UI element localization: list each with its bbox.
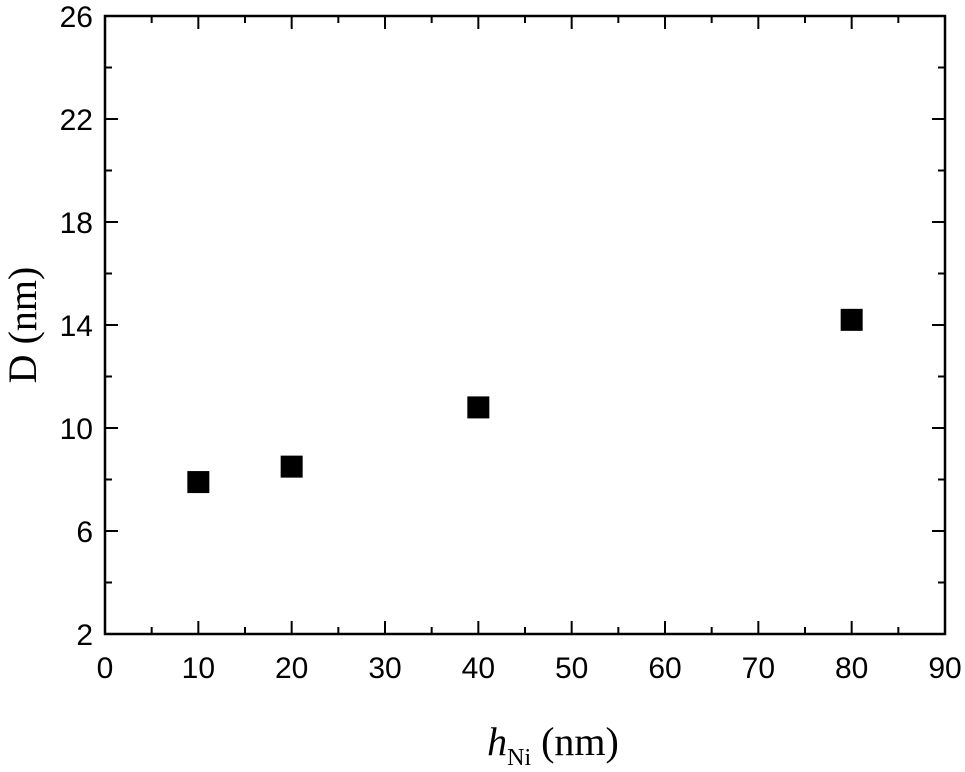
y-tick-label: 2 — [76, 619, 93, 652]
y-tick-label: 14 — [60, 310, 93, 343]
data-point-marker — [467, 396, 490, 419]
y-tick-label: 22 — [60, 104, 93, 137]
x-tick-label: 90 — [928, 652, 961, 685]
x-tick-label: 10 — [182, 652, 215, 685]
x-tick-label: 0 — [97, 652, 114, 685]
x-tick-label: 60 — [648, 652, 681, 685]
x-tick-label: 40 — [462, 652, 495, 685]
data-point-marker — [280, 455, 303, 478]
x-tick-label: 30 — [368, 652, 401, 685]
y-tick-label: 6 — [76, 516, 93, 549]
x-axis-title: hNi (nm) — [487, 719, 619, 771]
x-axis-title-unit: (nm) — [541, 719, 619, 764]
y-axis-title: D (nm) — [0, 267, 45, 384]
data-point-marker — [840, 308, 863, 331]
x-tick-labels: 0 10 20 30 40 50 60 70 80 90 — [97, 652, 962, 685]
x-tick-label: 50 — [555, 652, 588, 685]
x-tick-label: 80 — [835, 652, 868, 685]
y-tick-label: 10 — [60, 413, 93, 446]
data-point-marker — [187, 471, 210, 494]
axis-ticks — [104, 15, 946, 635]
data-points — [187, 308, 863, 494]
x-axis-title-variable: h — [487, 719, 507, 764]
x-axis-title-subscript: Ni — [507, 745, 531, 771]
x-tick-label: 70 — [742, 652, 775, 685]
y-tick-label: 26 — [60, 1, 93, 34]
x-tick-label: 20 — [275, 652, 308, 685]
y-tick-label: 18 — [60, 207, 93, 240]
plot-frame — [103, 14, 947, 636]
